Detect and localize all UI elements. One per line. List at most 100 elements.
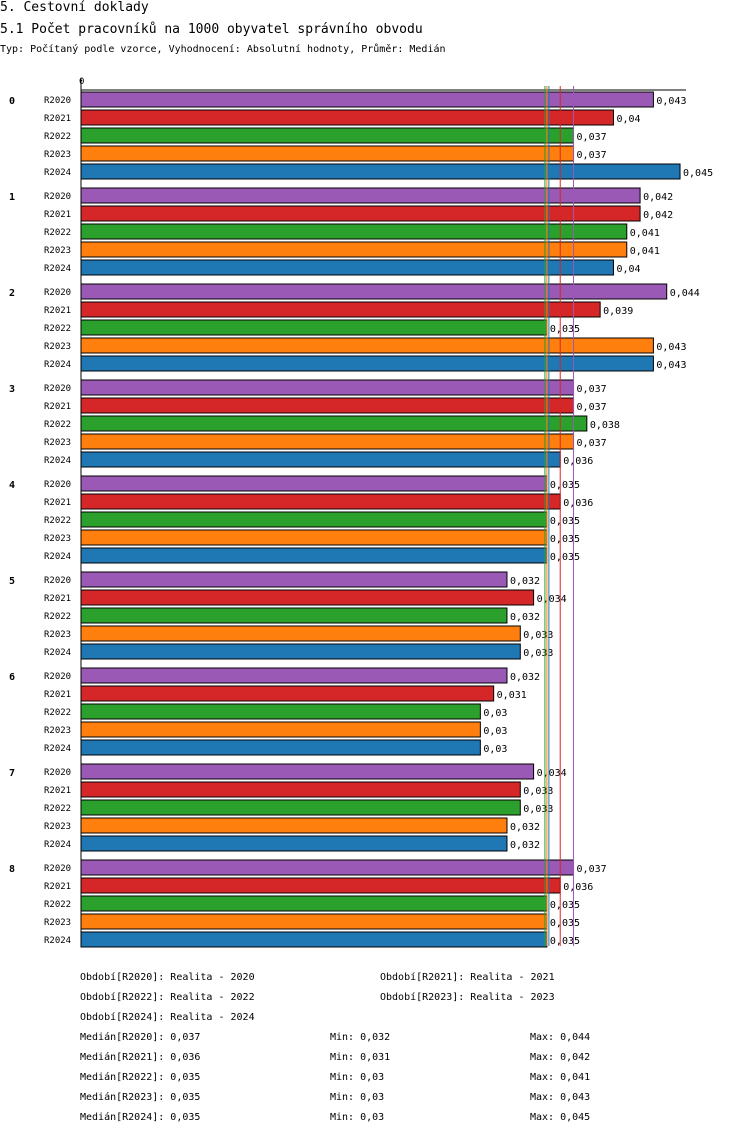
bar-1-r2020 — [80, 187, 641, 204]
bar-0-r2023 — [80, 145, 575, 162]
category-label-8: 8 — [9, 864, 15, 875]
series-label-r2023: R2023 — [44, 438, 71, 448]
bar-3-r2020 — [80, 379, 575, 396]
bar-6-r2022 — [80, 703, 481, 720]
data-label-5-r2020: 0,032 — [510, 576, 540, 587]
data-label-7-r2020: 0,034 — [537, 768, 567, 779]
bar-2-r2023 — [80, 337, 654, 354]
bar-4-r2024 — [80, 547, 548, 564]
data-label-6-r2020: 0,032 — [510, 672, 540, 683]
data-label-5-r2022: 0,032 — [510, 612, 540, 623]
bar-3-r2023 — [80, 433, 575, 450]
legend-min-r2020: Min: 0,032 — [330, 1032, 391, 1043]
legend-max-r2021: Max: 0,042 — [530, 1052, 591, 1063]
data-label-1-r2021: 0,042 — [643, 210, 673, 221]
series-label-r2022: R2022 — [44, 708, 71, 718]
bar-7-r2022 — [80, 799, 521, 816]
data-label-3-r2021: 0,037 — [577, 402, 607, 413]
series-label-r2023: R2023 — [44, 918, 71, 928]
data-label-4-r2021: 0,036 — [563, 498, 593, 509]
data-label-3-r2023: 0,037 — [577, 438, 607, 449]
data-label-2-r2022: 0,035 — [550, 324, 580, 335]
series-label-r2020: R2020 — [44, 576, 71, 586]
series-label-r2022: R2022 — [44, 900, 71, 910]
data-label-4-r2024: 0,035 — [550, 552, 580, 563]
series-label-r2023: R2023 — [44, 822, 71, 832]
x-axis-zero-label: 0 — [79, 77, 84, 87]
data-label-8-r2020: 0,037 — [577, 864, 607, 875]
series-label-r2020: R2020 — [44, 192, 71, 202]
series-label-r2021: R2021 — [44, 882, 71, 892]
series-label-r2024: R2024 — [44, 456, 71, 466]
series-label-r2021: R2021 — [44, 210, 71, 220]
series-label-r2024: R2024 — [44, 168, 71, 178]
data-label-8-r2023: 0,035 — [550, 918, 580, 929]
bar-2-r2021 — [80, 301, 601, 318]
series-label-r2020: R2020 — [44, 96, 71, 106]
series-label-r2021: R2021 — [44, 786, 71, 796]
legend-period-r2021: Období[R2021]: Realita - 2021 — [380, 972, 555, 983]
legend-median-r2022: Medián[R2022]: 0,035 — [80, 1072, 201, 1083]
data-label-2-r2023: 0,043 — [656, 342, 686, 353]
chart-subtitle: 5.1 Počet pracovníků na 1000 obyvatel sp… — [0, 22, 423, 37]
data-label-4-r2023: 0,035 — [550, 534, 580, 545]
series-label-r2020: R2020 — [44, 384, 71, 394]
category-label-0: 0 — [9, 96, 15, 107]
bar-6-r2024 — [80, 739, 481, 756]
bar-7-r2020 — [80, 763, 535, 780]
bar-0-r2021 — [80, 109, 614, 126]
bar-4-r2023 — [80, 529, 548, 546]
legend-period-r2022: Období[R2022]: Realita - 2022 — [80, 992, 255, 1003]
series-label-r2021: R2021 — [44, 690, 71, 700]
bar-7-r2023 — [80, 817, 508, 834]
legend-max-r2022: Max: 0,041 — [530, 1072, 591, 1083]
series-label-r2020: R2020 — [44, 672, 71, 682]
data-label-0-r2023: 0,037 — [577, 150, 607, 161]
series-label-r2024: R2024 — [44, 744, 71, 754]
series-label-r2023: R2023 — [44, 342, 71, 352]
legend-period-r2020: Období[R2020]: Realita - 2020 — [80, 972, 255, 983]
data-label-6-r2023: 0,03 — [483, 726, 507, 737]
category-label-1: 1 — [9, 192, 15, 203]
series-label-r2021: R2021 — [44, 402, 71, 412]
data-label-0-r2022: 0,037 — [577, 132, 607, 143]
data-label-8-r2022: 0,035 — [550, 900, 580, 911]
data-label-0-r2024: 0,045 — [683, 168, 713, 179]
series-label-r2023: R2023 — [44, 630, 71, 640]
series-label-r2020: R2020 — [44, 768, 71, 778]
series-label-r2021: R2021 — [44, 114, 71, 124]
data-label-8-r2021: 0,036 — [563, 882, 593, 893]
bar-1-r2023 — [80, 241, 628, 258]
data-label-1-r2023: 0,041 — [630, 246, 660, 257]
data-label-8-r2024: 0,035 — [550, 936, 580, 947]
series-label-r2022: R2022 — [44, 420, 71, 430]
bar-3-r2021 — [80, 397, 575, 414]
data-label-6-r2022: 0,03 — [483, 708, 507, 719]
series-label-r2022: R2022 — [44, 516, 71, 526]
bar-4-r2022 — [80, 511, 548, 528]
series-label-r2020: R2020 — [44, 288, 71, 298]
bar-5-r2022 — [80, 607, 508, 624]
legend-median-r2020: Medián[R2020]: 0,037 — [80, 1032, 201, 1043]
series-label-r2021: R2021 — [44, 594, 71, 604]
series-label-r2022: R2022 — [44, 132, 71, 142]
data-label-3-r2020: 0,037 — [577, 384, 607, 395]
page-title: 5. Cestovní doklady — [0, 0, 149, 15]
data-label-0-r2020: 0,043 — [656, 96, 686, 107]
series-label-r2023: R2023 — [44, 534, 71, 544]
data-label-0-r2021: 0,04 — [616, 114, 640, 125]
series-label-r2020: R2020 — [44, 864, 71, 874]
bar-8-r2022 — [80, 895, 548, 912]
data-label-6-r2024: 0,03 — [483, 744, 507, 755]
legend-median-r2023: Medián[R2023]: 0,035 — [80, 1092, 201, 1103]
series-label-r2024: R2024 — [44, 552, 71, 562]
data-label-4-r2020: 0,035 — [550, 480, 580, 491]
bar-8-r2023 — [80, 913, 548, 930]
legend-period-r2024: Období[R2024]: Realita - 2024 — [80, 1012, 255, 1023]
category-label-2: 2 — [9, 288, 15, 299]
bar-1-r2022 — [80, 223, 628, 240]
data-label-4-r2022: 0,035 — [550, 516, 580, 527]
legend-median-r2024: Medián[R2024]: 0,035 — [80, 1112, 201, 1123]
data-label-2-r2020: 0,044 — [670, 288, 700, 299]
